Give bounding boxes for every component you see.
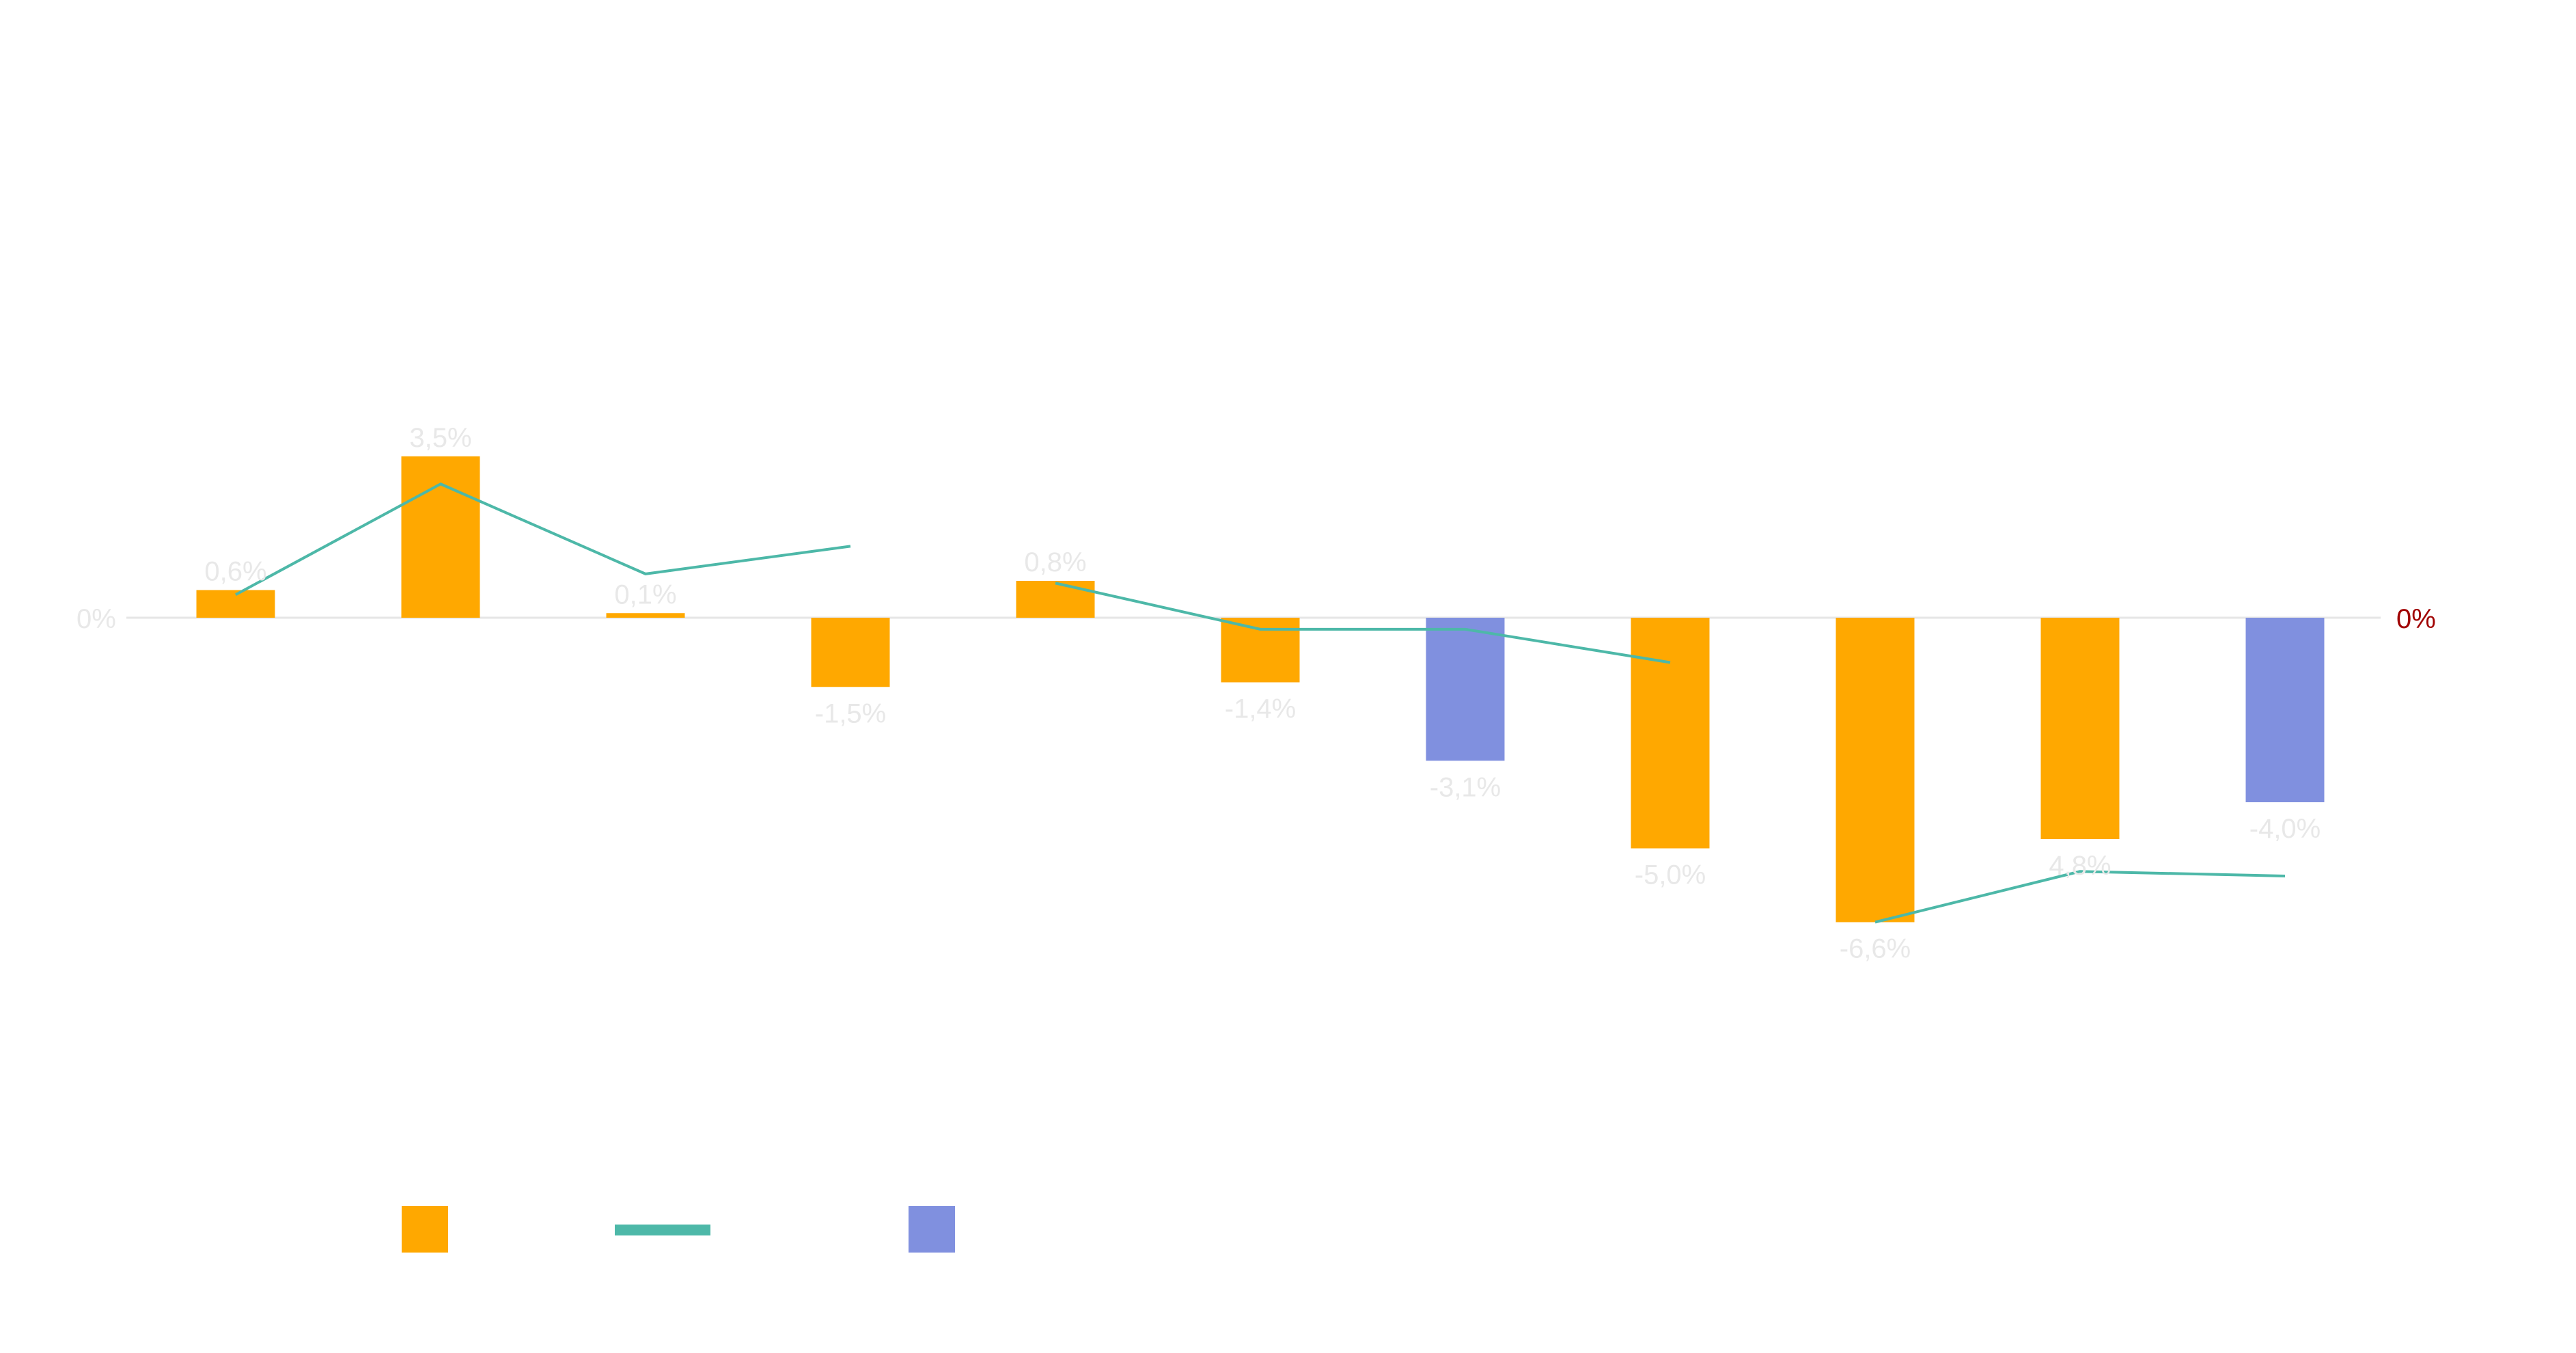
zero-label-right: 0% [2396, 604, 2436, 634]
line-series [235, 482, 2286, 924]
data-label: -5,0% [1635, 860, 1706, 890]
data-label: -3,1% [1430, 772, 1501, 802]
data-label: 0,6% [204, 557, 266, 587]
legend [402, 1206, 955, 1253]
data-label: -1,5% [815, 698, 887, 728]
data-label: 0,8% [1024, 547, 1086, 577]
data-label: -6,6% [1840, 934, 1911, 964]
data-label: 4,8% [2049, 851, 2111, 881]
line-segment [1874, 870, 2286, 924]
data-label: 3,5% [409, 423, 471, 453]
data-label: -1,4% [1225, 694, 1297, 724]
legend-swatch [909, 1206, 955, 1253]
line-segment [235, 482, 851, 597]
bar [606, 613, 685, 618]
bar [2040, 618, 2120, 839]
data-label: -4,0% [2249, 814, 2321, 844]
bar-series [196, 456, 2325, 922]
bar [1426, 618, 1505, 761]
bar [1631, 618, 1710, 849]
zero-label-left: 0% [77, 604, 116, 634]
data-label: 0,1% [614, 579, 676, 610]
bar [811, 618, 890, 687]
legend-swatch [402, 1206, 448, 1253]
bar [2245, 618, 2325, 802]
line-segment [1055, 582, 1671, 664]
bar [1016, 581, 1095, 618]
legend-line-swatch [615, 1225, 710, 1235]
bar [401, 456, 480, 618]
bar [1221, 618, 1300, 683]
bar [1836, 618, 1915, 922]
data-labels: 0,6% 3,5% 0,1% -1,5% 0,8% -1,4% -3,1% -5,0% -6,6… [204, 423, 2321, 964]
